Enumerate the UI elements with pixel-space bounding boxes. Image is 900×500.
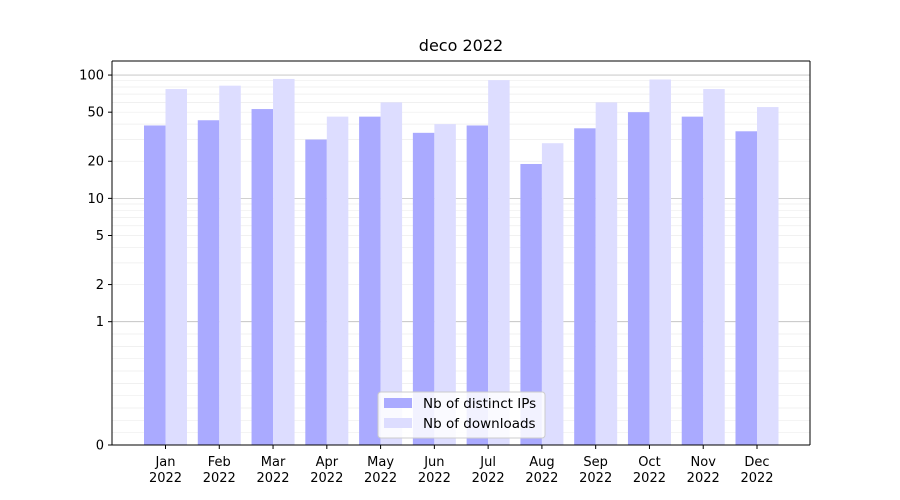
- x-tick-label: Apr 2022: [310, 455, 343, 486]
- x-tick-label: Oct 2022: [633, 455, 666, 486]
- bar: [735, 131, 757, 446]
- y-tick-label: 0: [96, 439, 104, 454]
- legend-label: Nb of distinct IPs: [423, 396, 536, 412]
- bar: [219, 85, 241, 445]
- x-tick-label: Feb 2022: [203, 455, 236, 486]
- x-tick-label: Jun 2022: [418, 455, 451, 486]
- bar: [595, 102, 618, 446]
- y-tick-label: 20: [87, 155, 104, 170]
- bar: [466, 125, 489, 445]
- y-tick-label: 5: [96, 229, 104, 244]
- legend-label: Nb of downloads: [423, 416, 536, 432]
- bar: [273, 78, 295, 446]
- bar: [326, 116, 349, 445]
- x-tick-label: Mar 2022: [256, 455, 289, 486]
- legend: Nb of distinct IPs Nb of downloads: [377, 391, 546, 439]
- bar: [627, 112, 650, 446]
- x-tick-label: Jan 2022: [149, 455, 182, 486]
- bar: [305, 139, 327, 445]
- bar: [165, 89, 187, 446]
- y-tick-label: 100: [79, 69, 104, 84]
- bar: [574, 128, 596, 446]
- y-tick-label: 50: [87, 106, 104, 121]
- legend-swatch: [384, 418, 412, 428]
- x-tick-label: May 2022: [364, 455, 397, 486]
- bar: [251, 109, 274, 445]
- bar: [488, 80, 510, 446]
- bar: [541, 143, 564, 445]
- bar: [434, 124, 456, 445]
- x-tick-label: Nov 2022: [687, 455, 720, 486]
- x-tick-label: Sep 2022: [579, 455, 612, 486]
- bar: [412, 132, 435, 445]
- x-tick-label: Dec 2022: [740, 455, 773, 486]
- bar: [703, 89, 725, 446]
- bar: [757, 107, 779, 445]
- y-tick-label: 10: [87, 192, 104, 207]
- bar: [144, 125, 166, 445]
- legend-swatch: [384, 398, 412, 408]
- bar: [359, 116, 381, 445]
- x-tick-label: Jul 2022: [472, 455, 505, 486]
- x-tick-label: Aug 2022: [525, 455, 558, 486]
- bar: [197, 120, 220, 445]
- legend-box: [377, 391, 546, 439]
- bars-layer: [144, 78, 779, 446]
- axes-layer: 0 1 2 5 10 20 50 100 Jan 2022 Feb 2022 Mar 2022 Apr 202…: [79, 60, 811, 486]
- y-tick-label: 2: [96, 278, 104, 293]
- chart-title: deco 2022: [419, 36, 503, 55]
- bar: [520, 163, 542, 445]
- y-tick-label: 1: [96, 315, 104, 330]
- bar: [380, 102, 403, 446]
- bar: [649, 79, 671, 445]
- bar: [681, 116, 704, 445]
